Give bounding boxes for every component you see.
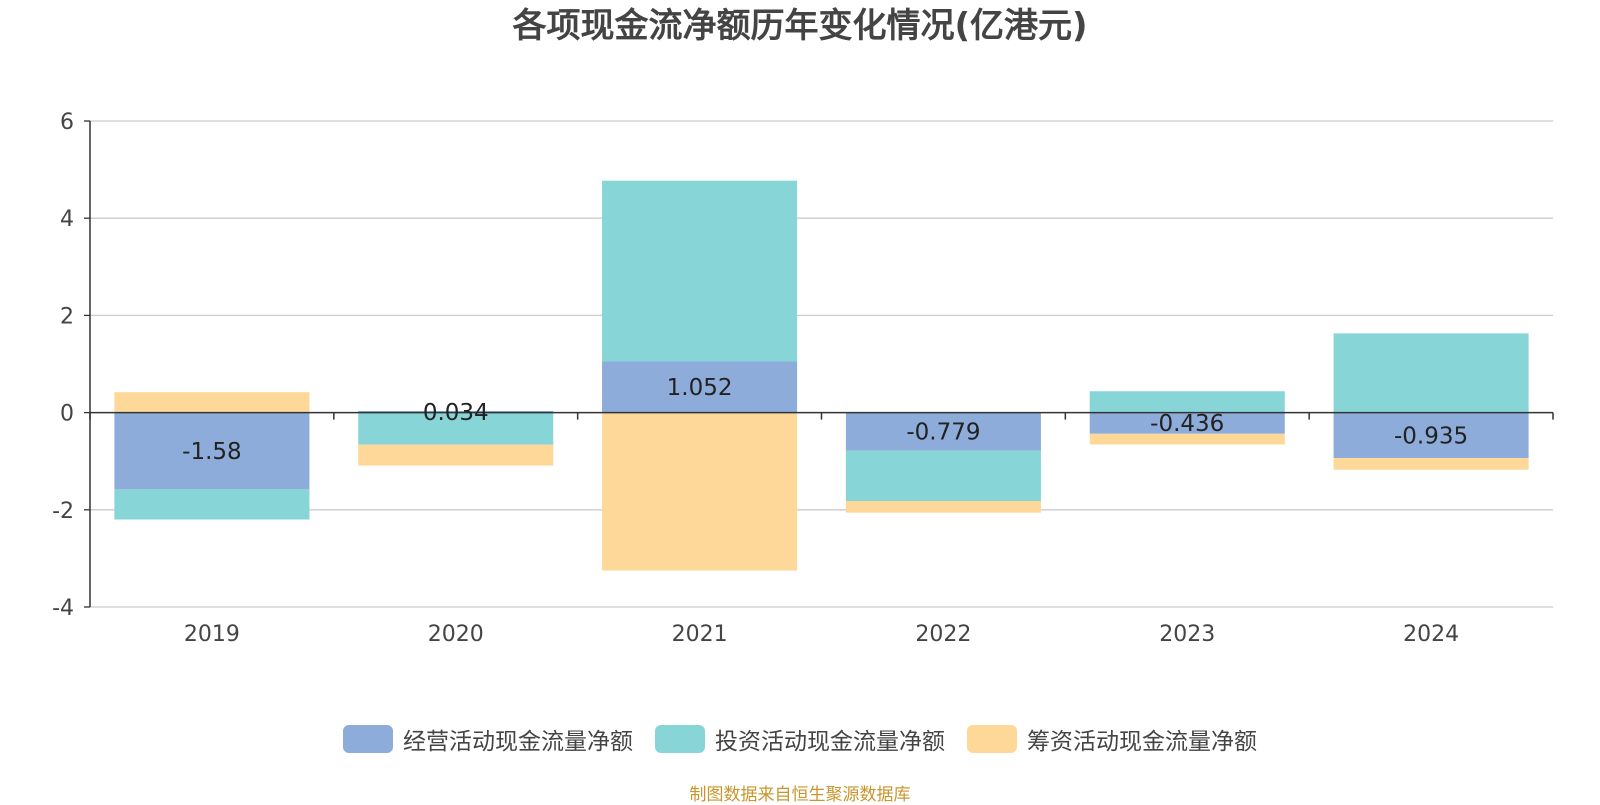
bar-segment xyxy=(1333,333,1529,413)
data-label: 0.034 xyxy=(423,400,489,426)
y-tick-label: 6 xyxy=(60,110,74,135)
bar-segment xyxy=(602,361,798,413)
bar-segment xyxy=(602,180,798,362)
x-tick-label: 2023 xyxy=(1159,622,1215,647)
legend-item[interactable]: 投资活动现金流量净额 xyxy=(655,722,945,756)
legend-item[interactable]: 筹资活动现金流量净额 xyxy=(967,722,1257,756)
bar-segment xyxy=(114,489,310,520)
bars xyxy=(114,180,1529,571)
bar-segment xyxy=(1333,458,1529,470)
legend-swatch xyxy=(655,725,705,753)
bar-segment xyxy=(358,444,554,466)
data-label: -0.436 xyxy=(1150,411,1224,437)
legend-swatch xyxy=(343,725,393,753)
legend-label: 投资活动现金流量净额 xyxy=(715,729,945,755)
chart-title: 各项现金流净额历年变化情况(亿港元) xyxy=(512,6,1088,46)
x-tick-label: 2024 xyxy=(1403,622,1459,647)
y-tick-label: 0 xyxy=(60,402,74,427)
bar-segment xyxy=(358,410,554,413)
gridlines xyxy=(90,120,1553,608)
legend-swatch xyxy=(967,725,1017,753)
x-tick-label: 2022 xyxy=(915,622,971,647)
bar-segment xyxy=(114,392,310,413)
x-tick-label: 2020 xyxy=(428,622,484,647)
y-tick-label: -4 xyxy=(52,596,74,621)
legend-label: 筹资活动现金流量净额 xyxy=(1027,729,1257,755)
bar-segment xyxy=(1089,412,1285,434)
data-label: -0.935 xyxy=(1394,423,1468,449)
y-tick-label: 2 xyxy=(60,304,74,329)
data-label: -0.779 xyxy=(906,420,980,446)
legend-label: 经营活动现金流量净额 xyxy=(403,729,633,755)
y-tick-label: -2 xyxy=(52,499,74,524)
legend: 经营活动现金流量净额 投资活动现金流量净额 筹资活动现金流量净额 xyxy=(0,722,1600,756)
x-tick-label: 2019 xyxy=(184,622,240,647)
bar-segment xyxy=(1089,391,1285,413)
bar-segment xyxy=(114,412,310,490)
x-tick-label: 2021 xyxy=(672,622,728,647)
bar-segment xyxy=(1089,433,1285,445)
axes: -4 -2 0 2 4 6 2019 2020 2021 2022 2023 2024 xyxy=(52,110,1554,647)
bar-segment xyxy=(1333,412,1529,459)
data-label: 1.052 xyxy=(667,375,733,401)
bar-segment xyxy=(845,450,1041,502)
bar-segment xyxy=(845,501,1041,513)
data-labels: -1.58 0.034 1.052 -0.779 -0.436 -0.935 xyxy=(182,375,1468,465)
bar-segment xyxy=(602,412,798,571)
y-tick-label: 4 xyxy=(60,207,74,232)
bar-segment xyxy=(358,412,554,445)
legend-item[interactable]: 经营活动现金流量净额 xyxy=(343,722,633,756)
data-label: -1.58 xyxy=(182,439,242,465)
bar-segment xyxy=(845,412,1041,451)
source-note: 制图数据来自恒生聚源数据库 xyxy=(689,785,911,805)
